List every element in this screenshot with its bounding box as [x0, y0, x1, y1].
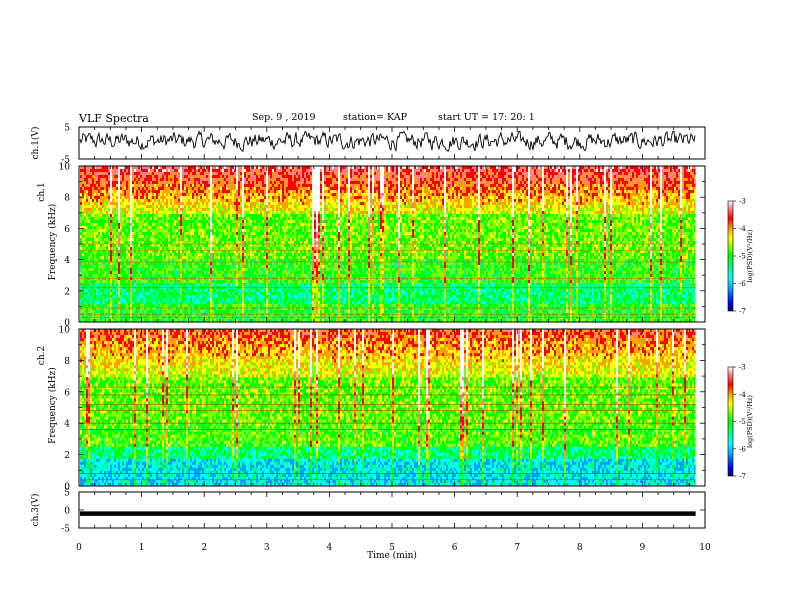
ch2-spec-y-tick-label: 8 [64, 357, 70, 367]
ch2-colorbar-tick-label: -3 [739, 364, 746, 372]
x-tick-label: 7 [514, 543, 520, 553]
ch1-spec-y-tick-label: 10 [59, 163, 71, 173]
panel-frame-4 [78, 491, 706, 529]
x-tick-label: 9 [640, 543, 646, 553]
ch1-colorbar [727, 200, 734, 312]
ch1-y-tick-label: 5 [64, 124, 70, 134]
x-tick-label: 8 [577, 543, 583, 553]
ch2-colorbar-tick-label: -7 [739, 473, 746, 481]
ch1-colorbar-tick-label: -3 [739, 198, 746, 206]
ch2-spec-y-tick-label: 6 [64, 388, 70, 398]
ch3-y-tick-label: 0 [64, 507, 70, 517]
ch3-axis-label: ch.3(V) [30, 494, 41, 527]
ch1-colorbar-tick-label: -5 [739, 253, 746, 261]
x-tick-label: 2 [201, 543, 207, 553]
x-tick-label: 6 [452, 543, 458, 553]
ch2-spec-y-tick-label: 0 [64, 483, 70, 493]
ch1-axis-label: ch.1(V) [30, 127, 41, 160]
ch2-spectrogram [80, 329, 696, 487]
ch2-colorbar-tick-label: -4 [739, 391, 746, 399]
ch2-colorbar-tick-label: -6 [739, 445, 746, 453]
chart-title: VLF Spectra [79, 112, 149, 125]
x-tick-label: 0 [76, 543, 82, 553]
ch1-y-tick-label: -5 [61, 156, 70, 166]
ch1-spec-y-tick-label: 0 [64, 319, 70, 329]
ch1-spectrogram [80, 166, 696, 323]
ch2-spec-y-tick-label: 2 [64, 451, 70, 461]
ch2-spec-axis-label: Frequency (kHz) [47, 367, 58, 444]
ch2-spec-y-tick-label: 10 [59, 326, 71, 336]
ch3-y-tick-label: 5 [64, 489, 70, 499]
x-tick-label: 4 [327, 543, 333, 553]
date-label: Sep. 9 , 2019 [252, 112, 316, 123]
ch1-spec-channel-label: ch.1 [37, 182, 47, 201]
x-axis-label: Time (min) [367, 550, 417, 561]
ch1-colorbar-label: log(PSD)(V²/Hz) [746, 229, 754, 282]
ch2-spec-y-tick-label: 4 [64, 420, 70, 430]
ch2-colorbar-tick-label: -5 [739, 418, 746, 426]
x-tick-label: 5 [389, 543, 395, 553]
ch1-waveform-line [79, 130, 696, 153]
x-tick-label: 3 [264, 543, 270, 553]
ch1-colorbar-tick-label: -4 [739, 225, 746, 233]
station-label: station= KAP [343, 112, 407, 123]
ch3-y-tick-label: -5 [61, 525, 70, 535]
ch1-spec-y-tick-label: 8 [64, 194, 70, 204]
ch2-colorbar-label: log(PSD)(V²/Hz) [746, 395, 754, 448]
x-tick-label: 10 [699, 543, 711, 553]
ch1-spec-y-tick-label: 6 [64, 225, 70, 235]
x-tick-label: 1 [139, 543, 145, 553]
ch1-spec-axis-label: Frequency (kHz) [47, 204, 58, 281]
ch1-colorbar-tick-label: -7 [739, 308, 746, 316]
ch1-spec-y-tick-label: 2 [64, 287, 70, 297]
ch1-colorbar-tick-label: -6 [739, 280, 746, 288]
ch1-spec-y-tick-label: 4 [64, 256, 70, 266]
ch2-spec-channel-label: ch.2 [37, 346, 47, 365]
ch2-colorbar [727, 366, 734, 477]
start-time-label: start UT = 17: 20: 1 [438, 112, 535, 123]
